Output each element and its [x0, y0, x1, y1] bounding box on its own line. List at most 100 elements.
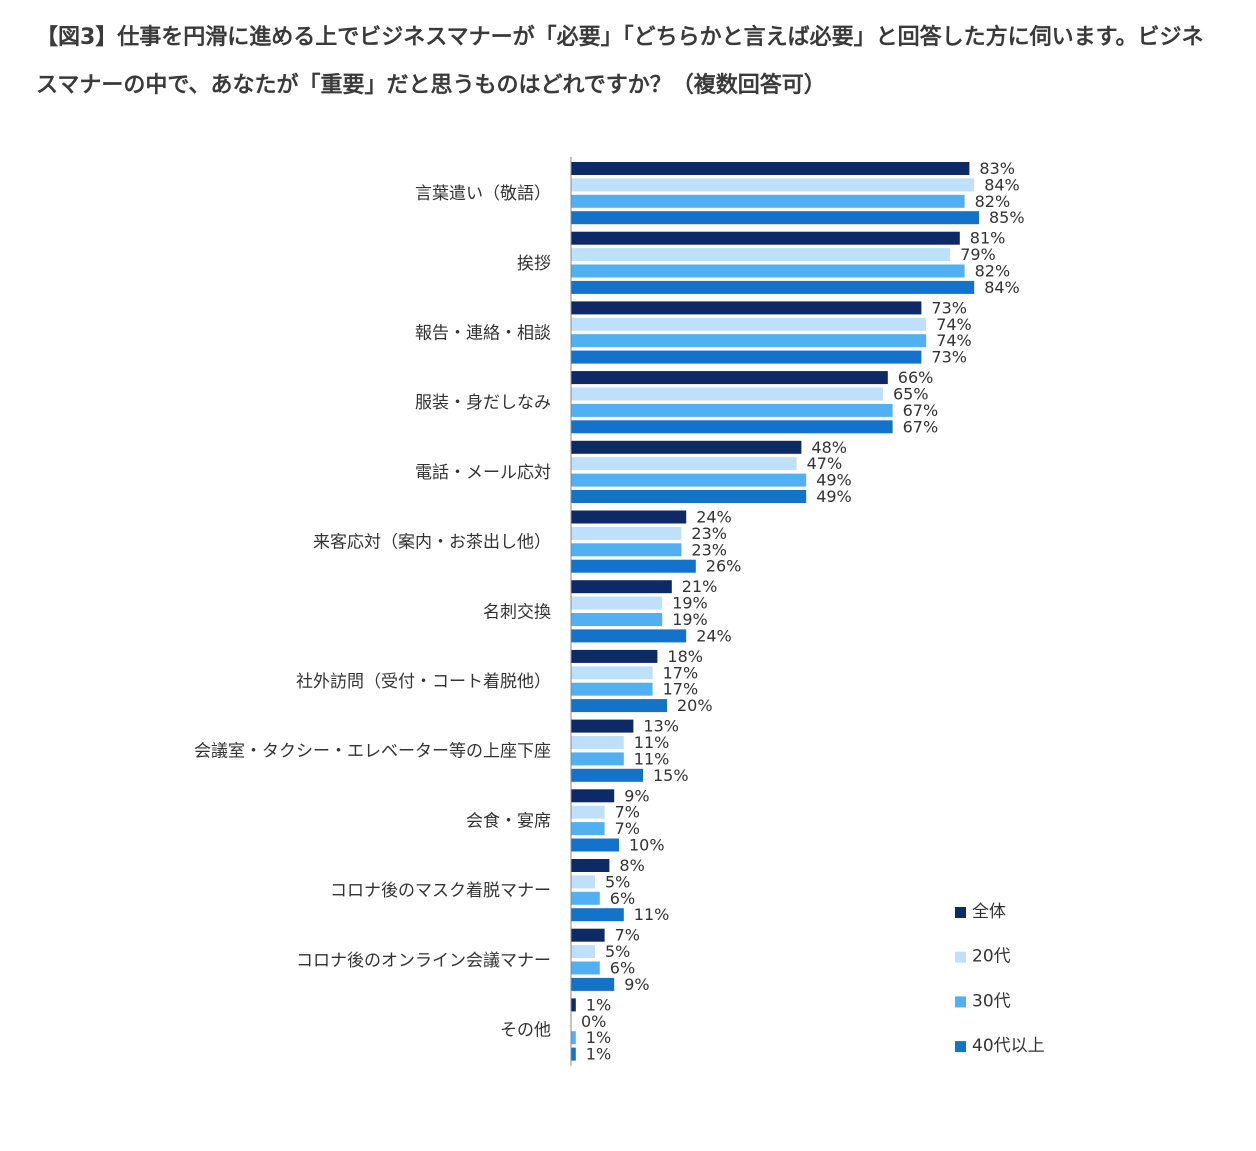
value-label: 24%: [696, 508, 732, 527]
value-label: 5%: [605, 942, 630, 961]
value-label: 15%: [653, 766, 689, 785]
category-label: 会食・宴席: [466, 811, 551, 831]
value-label: 17%: [663, 680, 699, 699]
value-label: 73%: [931, 348, 967, 367]
bar: [571, 420, 893, 434]
bar: [571, 666, 653, 680]
value-label: 65%: [893, 385, 929, 404]
value-label: 23%: [691, 540, 727, 559]
category-label: 挨拶: [517, 254, 551, 274]
value-label: 24%: [696, 626, 732, 645]
bar: [571, 908, 624, 922]
legend-label: 20代: [972, 947, 1011, 967]
legend-label: 30代: [972, 991, 1011, 1011]
bar: [571, 543, 682, 557]
value-label: 6%: [610, 889, 635, 908]
legend-swatch: [955, 996, 966, 1008]
bar: [571, 301, 922, 315]
value-label: 11%: [634, 749, 670, 768]
bar: [571, 682, 653, 696]
value-label: 83%: [979, 159, 1015, 178]
value-label: 26%: [706, 557, 742, 576]
bar: [571, 440, 802, 454]
bar: [571, 699, 667, 713]
chart-title: 【図3】仕事を円滑に進める上でビジネスマナーが「必要」「どちらかと言えば必要」と…: [36, 25, 1204, 98]
bar: [571, 580, 672, 594]
bar: [571, 736, 624, 749]
value-label: 8%: [619, 856, 644, 875]
bar: [571, 875, 595, 889]
bar: [571, 629, 687, 643]
bar: [571, 559, 696, 573]
value-label: 1%: [586, 1045, 611, 1064]
value-label: 1%: [586, 995, 611, 1014]
bar: [571, 371, 888, 385]
value-label: 9%: [624, 786, 649, 805]
value-label: 19%: [672, 610, 708, 629]
bar: [571, 596, 663, 610]
value-label: 11%: [634, 905, 670, 924]
bar: [571, 280, 975, 294]
value-label: 49%: [816, 487, 852, 506]
value-label: 23%: [691, 524, 727, 543]
bar: [571, 768, 643, 782]
value-label: 84%: [984, 175, 1020, 194]
bar: [571, 789, 615, 803]
value-label: 17%: [663, 663, 699, 682]
bar: [571, 945, 595, 959]
legend-swatch: [955, 1041, 966, 1053]
value-label: 19%: [672, 594, 708, 613]
value-label: 11%: [634, 733, 670, 752]
bar: [571, 838, 619, 852]
category-label: コロナ後のオンライン会議マナー: [296, 951, 551, 971]
bar: [571, 1031, 576, 1045]
category-label: その他: [500, 1021, 551, 1041]
bar: [571, 822, 605, 836]
bar: [571, 403, 893, 417]
bar: [571, 194, 965, 208]
bar: [571, 526, 682, 540]
bar: [571, 998, 576, 1012]
bar: [571, 977, 615, 991]
value-label: 81%: [970, 229, 1006, 248]
bar: [571, 859, 610, 872]
value-label: 7%: [615, 803, 640, 822]
value-label: 21%: [682, 577, 718, 596]
category-label: 言葉遣い（敬語）: [415, 184, 551, 204]
value-label: 73%: [931, 298, 967, 317]
category-label: 電話・メール応対: [415, 463, 551, 483]
value-label: 13%: [643, 717, 679, 736]
bars-layer: [571, 162, 979, 1061]
value-label: 84%: [984, 278, 1020, 297]
value-label: 20%: [677, 696, 713, 715]
category-label: 服装・身だしなみ: [415, 393, 551, 413]
bar: [571, 1047, 576, 1061]
value-label: 74%: [936, 315, 972, 334]
bar: [571, 178, 975, 192]
bar: [571, 752, 624, 766]
value-label: 67%: [903, 401, 939, 420]
value-label: 6%: [610, 959, 635, 978]
bar: [571, 891, 600, 905]
category-label: コロナ後のマスク着脱マナー: [330, 881, 551, 901]
category-label: 会議室・タクシー・エレベーター等の上座下座: [194, 742, 551, 762]
bar: [571, 162, 970, 175]
bar: [571, 510, 687, 524]
value-label: 7%: [615, 926, 640, 945]
value-label: 10%: [629, 836, 665, 855]
bar: [571, 649, 658, 663]
legend-swatch: [955, 951, 966, 963]
value-label: 47%: [807, 454, 843, 473]
bar: [571, 613, 663, 626]
value-label: 5%: [605, 872, 630, 891]
legend-swatch: [955, 907, 966, 918]
category-label: 来客応対（案内・お茶出し他）: [313, 533, 551, 553]
bar: [571, 490, 807, 503]
value-label: 48%: [811, 438, 847, 457]
bar: [571, 473, 807, 487]
bar: [571, 350, 922, 364]
category-label: 報告・連絡・相談: [415, 324, 551, 344]
bar: [571, 248, 951, 262]
value-label: 67%: [903, 417, 939, 436]
